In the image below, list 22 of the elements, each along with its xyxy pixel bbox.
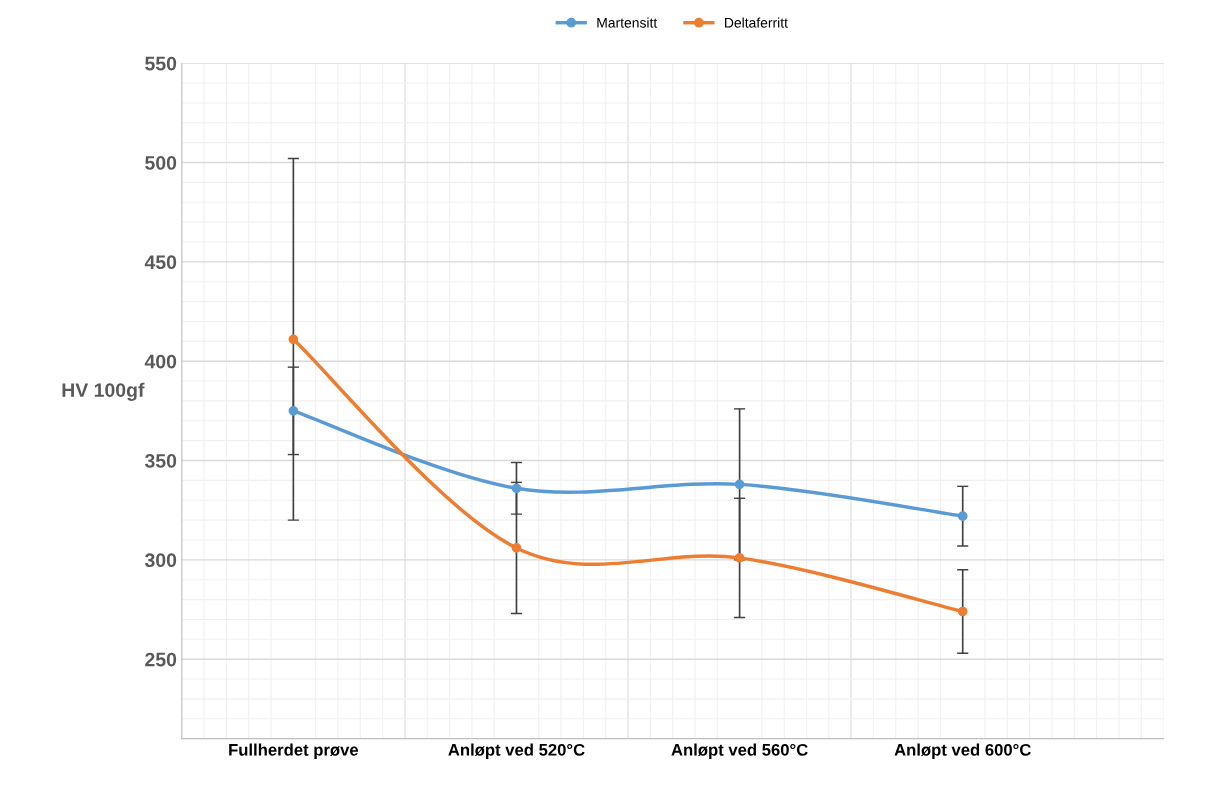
- y-tick-label: 450: [144, 255, 177, 270]
- y-tick-label: 300: [144, 553, 177, 568]
- point: [957, 511, 968, 522]
- x-tick-label: Anløpt ved 520°C: [448, 743, 585, 760]
- y-tick-label: 400: [144, 354, 177, 369]
- x-tick-label: Anløpt ved 600°C: [894, 743, 1031, 760]
- point: [957, 606, 968, 617]
- y-tick-label: 500: [145, 156, 177, 170]
- point: [288, 405, 299, 416]
- point: [288, 334, 299, 345]
- point: [511, 483, 522, 494]
- legend-label: Deltaferritt: [725, 17, 788, 28]
- y-tick-label: 350: [144, 453, 177, 468]
- point: [511, 543, 522, 553]
- y-tick-label: 250: [145, 652, 177, 667]
- y-tick-label: 550: [145, 56, 177, 71]
- legend-label: Martensitt: [597, 17, 658, 28]
- x-tick-label: Anløpt ved 560°C: [671, 743, 808, 760]
- point: [734, 479, 745, 490]
- x-tick-label: Fullherdet prøve: [229, 743, 359, 760]
- point: [734, 553, 745, 563]
- y-axis-title: HV 100gf: [62, 382, 145, 401]
